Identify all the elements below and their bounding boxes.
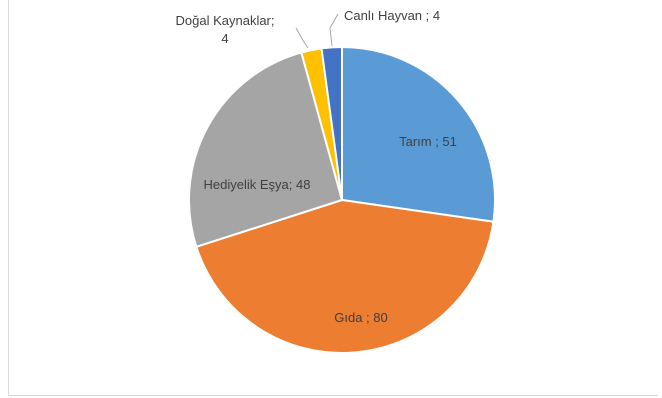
- leader-line-dogal-kaynaklar: [295, 27, 309, 49]
- slice-tarim: [341, 45, 496, 223]
- label-dogal-kaynaklar-value: 4: [221, 31, 228, 46]
- label-hediyelik-esya: Hediyelik Eşya; 48: [204, 177, 311, 192]
- label-dogal-kaynaklar-name: Doğal Kaynaklar;: [176, 13, 275, 28]
- label-canli-hayvan: Canlı Hayvan ; 4: [344, 8, 440, 23]
- slice-canli-hayvan: [320, 45, 343, 201]
- slice-hediyelik-esya: [188, 51, 344, 249]
- leader-line-canli-hayvan: [329, 13, 339, 47]
- label-gida: Gıda ; 80: [334, 310, 387, 325]
- label-tarim: Tarım ; 51: [399, 134, 457, 149]
- slice-gida: [195, 198, 495, 354]
- chart-frame: [8, 0, 658, 396]
